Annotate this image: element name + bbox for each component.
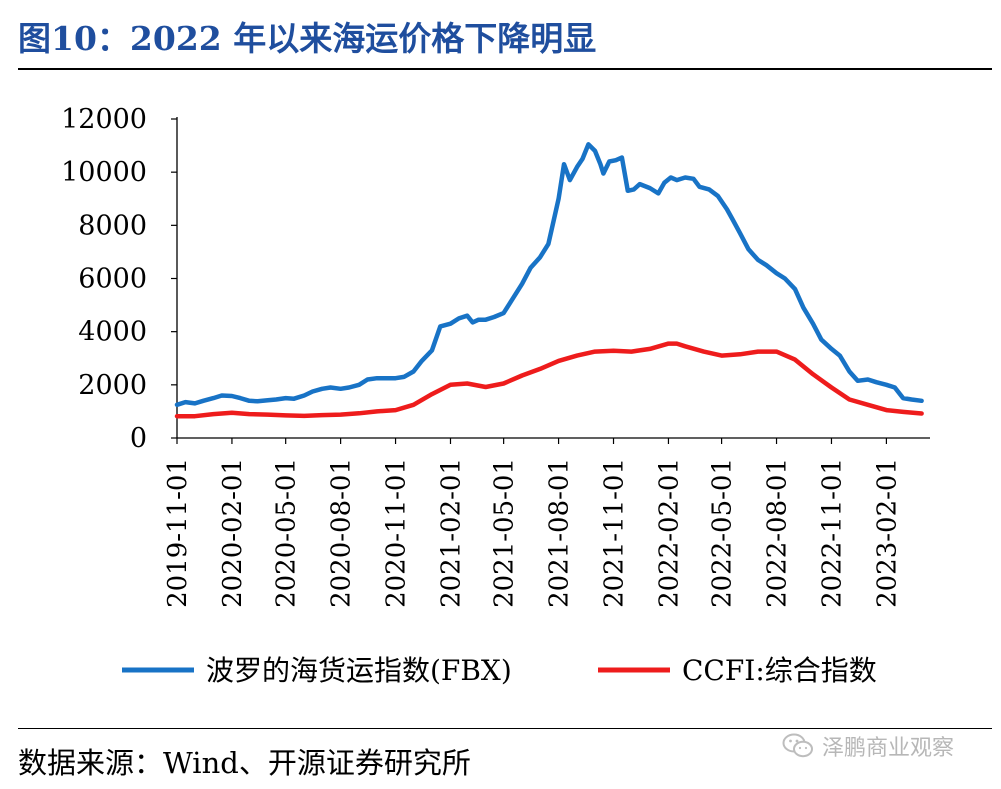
y-tick-label: 2000 <box>78 370 147 401</box>
title-divider <box>18 68 992 70</box>
chart-axes: 0 2000 4000 6000 8000 10000 12000 2019-11-01 202… <box>61 104 930 608</box>
chart-series <box>174 142 924 419</box>
x-tick-label: 2020-02-01 <box>218 458 248 608</box>
series-line-0 <box>174 142 924 408</box>
x-tick-label: 2021-08-01 <box>545 458 575 608</box>
y-tick-label: 12000 <box>61 104 147 135</box>
x-tick-label: 2023-02-01 <box>872 458 902 608</box>
legend-label: CCFI:综合指数 <box>682 654 877 687</box>
x-tick-label: 2020-05-01 <box>272 458 302 608</box>
legend-entry-1: CCFI:综合指数 <box>598 654 877 687</box>
y-tick-label: 0 <box>130 423 147 454</box>
x-tick-label: 2022-08-01 <box>763 458 793 608</box>
x-tick-label: 2021-11-01 <box>600 458 630 608</box>
x-tick-label: 2022-11-01 <box>817 458 847 608</box>
watermark: 泽鹏商业观察 <box>782 728 954 764</box>
x-tick-label: 2022-02-01 <box>654 458 684 608</box>
figure-title: 图10：2022 年以来海运价格下降明显 <box>18 19 597 58</box>
y-tick-label: 8000 <box>78 210 147 241</box>
source-note: 数据来源：Wind、开源证券研究所 <box>18 746 471 780</box>
x-tick-label: 2021-02-01 <box>436 458 466 608</box>
y-tick-label: 6000 <box>78 264 147 295</box>
series-line-1 <box>174 341 924 419</box>
y-tick-label: 10000 <box>61 157 147 188</box>
line-chart: 0 2000 4000 6000 8000 10000 12000 2019-11-01 202… <box>61 104 930 687</box>
x-tick-label: 2021-05-01 <box>490 458 520 608</box>
chart-legend: 波罗的海货运指数(FBX) CCFI:综合指数 <box>122 654 877 687</box>
x-tick-label: 2020-11-01 <box>382 458 412 608</box>
footer-divider <box>18 728 992 729</box>
legend-entry-0: 波罗的海货运指数(FBX) <box>122 654 512 687</box>
y-tick-label: 4000 <box>78 317 147 348</box>
wechat-icon <box>782 733 813 758</box>
x-tick-label: 2019-11-01 <box>163 458 193 608</box>
x-tick-label: 2022-05-01 <box>708 458 738 608</box>
watermark-text: 泽鹏商业观察 <box>822 736 955 761</box>
x-tick-label: 2020-08-01 <box>327 458 357 608</box>
legend-label: 波罗的海货运指数(FBX) <box>206 654 512 687</box>
